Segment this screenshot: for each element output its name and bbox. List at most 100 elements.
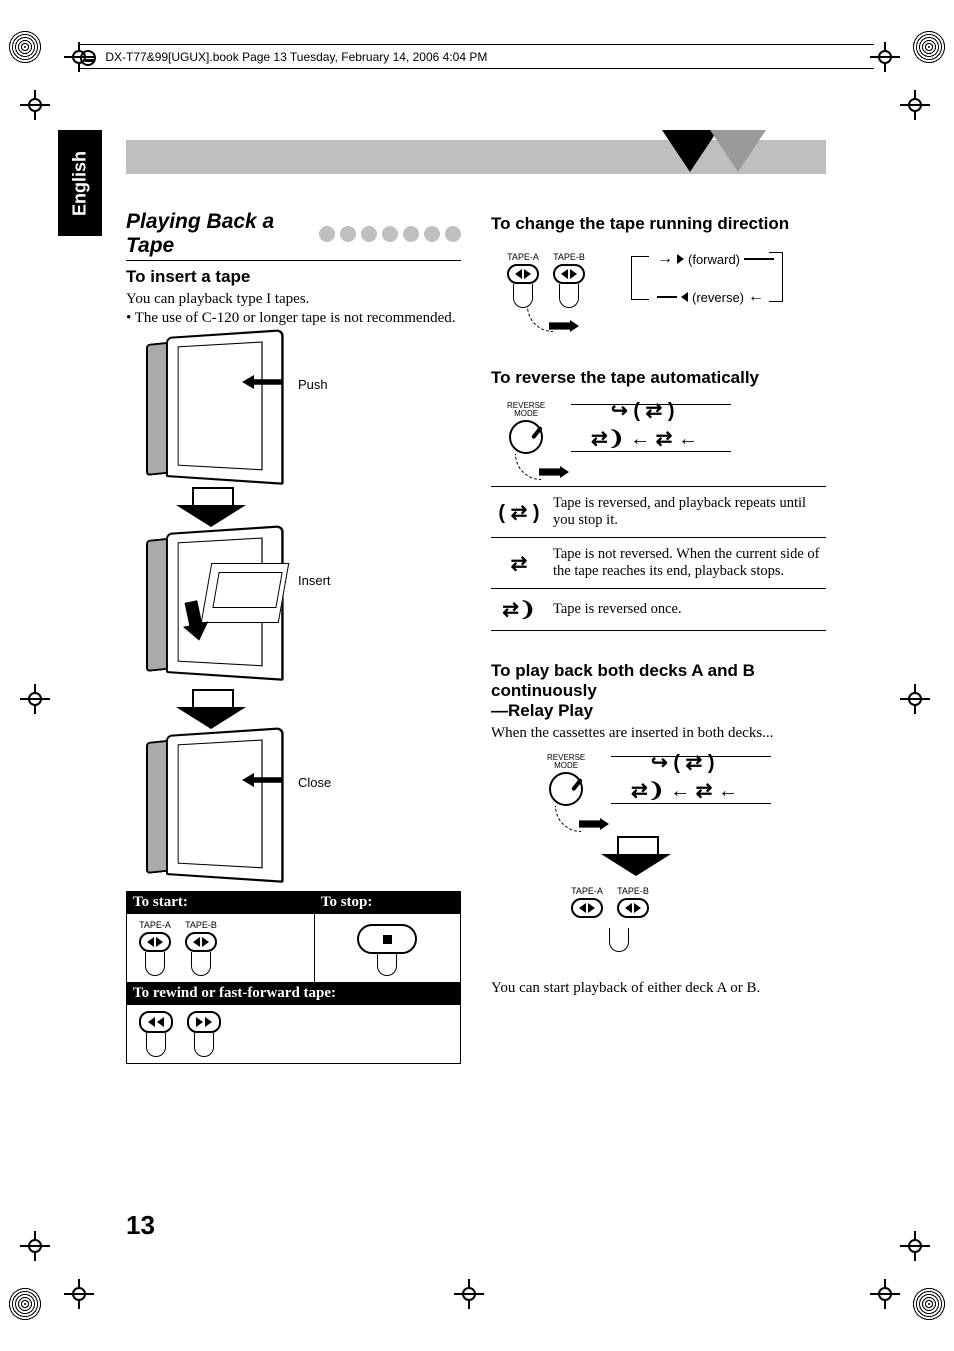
reg-mark	[906, 1237, 924, 1255]
ff-button[interactable]	[187, 1011, 221, 1057]
play-icon	[139, 932, 171, 952]
table-row: ⇄❩ Tape is reversed once.	[491, 589, 826, 631]
sub-relay-heading-l2: —Relay Play	[491, 701, 826, 721]
insert-body: You can playback type I tapes.	[126, 291, 461, 308]
hdr-stop: To stop:	[314, 892, 460, 914]
single-symbol-cell: ⇄	[491, 538, 547, 589]
loop-symbol: ↪ ( ⇄ )	[611, 398, 675, 423]
push-label: Push	[298, 377, 328, 392]
finger-icon	[146, 1033, 166, 1057]
crop-corner-tr	[912, 30, 946, 64]
rewind-button[interactable]	[139, 1011, 173, 1057]
rev-row-desc: Tape is reversed once.	[547, 589, 826, 631]
once-symbol: ⇄❩ ← ⇄ ←	[631, 778, 738, 803]
reg-mark	[26, 690, 44, 708]
sub-insert-heading: To insert a tape	[126, 267, 461, 287]
play-icon	[553, 264, 585, 284]
relay-body: When the cassettes are inserted in both …	[491, 725, 826, 742]
relay-diagram: REVERSE MODE ↪ ( ⇄ ) ⇄❩ ← ⇄ ← TAPE-A TAP…	[491, 750, 826, 970]
insert-diagram: Push Insert Close	[126, 337, 461, 877]
forward-label: (forward)	[688, 252, 740, 267]
play-icon	[507, 264, 539, 284]
crop-corner-br	[912, 1287, 946, 1321]
finger-icon	[194, 1033, 214, 1057]
once-symbol: ⇄❩ ← ⇄ ←	[591, 426, 698, 451]
finger-icon	[513, 284, 533, 308]
tape-a-button[interactable]: TAPE-A	[507, 252, 539, 308]
rev-row-desc: Tape is reversed, and playback repeats u…	[547, 487, 826, 538]
crop-corner-tl	[8, 30, 42, 64]
stop-icon	[383, 935, 392, 944]
reverse-mode-diagram: REVERSE MODE ↪ ( ⇄ ) ⇄❩ ← ⇄ ←	[491, 398, 826, 478]
rewind-icon	[139, 1011, 173, 1033]
reverse-label: (reverse)	[692, 290, 744, 305]
tape-a-label: TAPE-A	[571, 886, 603, 896]
insert-label: Insert	[298, 573, 331, 588]
down-arrow	[176, 689, 246, 729]
language-tab: English	[58, 130, 102, 236]
loop-symbol: ↪ ( ⇄ )	[651, 750, 715, 775]
reverse-mode-knob[interactable]	[549, 772, 583, 806]
tape-b-button[interactable]: TAPE-B	[553, 252, 585, 308]
table-row: ( ⇄ ) Tape is reversed, and playback rep…	[491, 487, 826, 538]
hdr-rewind: To rewind or fast-forward tape:	[127, 983, 461, 1005]
play-icon	[571, 898, 603, 918]
reverse-arrow: (reverse) ←	[657, 288, 764, 306]
tape-a-button[interactable]: TAPE-A	[139, 920, 171, 976]
finger-icon	[377, 952, 397, 976]
direction-diagram: TAPE-A TAPE-B → (forward) (revers	[491, 244, 826, 328]
top-banner	[126, 140, 826, 174]
insert-bullet: • The use of C-120 or longer tape is not…	[126, 310, 461, 327]
close-label: Close	[298, 775, 331, 790]
ff-icon	[187, 1011, 221, 1033]
tape-b-label: TAPE-B	[185, 920, 217, 930]
tape-a-label: TAPE-A	[139, 920, 171, 930]
left-column: Playing Back a Tape To insert a tape You…	[126, 210, 461, 1064]
loop-symbol-cell: ( ⇄ )	[491, 487, 547, 538]
play-icon	[185, 932, 217, 952]
tape-unit-push	[146, 337, 296, 487]
finger-icon	[609, 928, 629, 952]
reg-mark	[906, 96, 924, 114]
hdr-start: To start:	[127, 892, 315, 914]
finger-icon	[559, 284, 579, 308]
tape-unit-insert	[146, 533, 296, 683]
tape-b-button[interactable]: TAPE-B	[617, 886, 649, 918]
rewind-buttons	[139, 1011, 452, 1057]
reverse-mode-label: REVERSE MODE	[507, 402, 545, 418]
stop-button[interactable]	[357, 924, 417, 954]
finger-icon	[191, 952, 211, 976]
tape-b-label: TAPE-B	[617, 886, 649, 896]
reg-mark	[906, 690, 924, 708]
reverse-mode-table: ( ⇄ ) Tape is reversed, and playback rep…	[491, 486, 826, 631]
down-arrow	[601, 836, 671, 876]
tape-b-label: TAPE-B	[553, 252, 585, 262]
right-column: To change the tape running direction TAP…	[491, 210, 826, 1064]
sub-dir-heading: To change the tape running direction	[491, 214, 826, 234]
control-table: To start: To stop: TAPE-A TAPE-B	[126, 891, 461, 1064]
header-text: DX-T77&99[UGUX].book Page 13 Tuesday, Fe…	[105, 50, 487, 64]
down-arrow	[176, 487, 246, 527]
table-row: ⇄ Tape is not reversed. When the current…	[491, 538, 826, 589]
heading-rule	[126, 260, 461, 261]
rev-row-desc: Tape is not reversed. When the current s…	[547, 538, 826, 589]
forward-arrow: → (forward)	[657, 250, 774, 268]
crop-corner-bl	[8, 1287, 42, 1321]
finger-icon	[145, 952, 165, 976]
sub-relay-heading-l1: To play back both decks A and B continuo…	[491, 661, 826, 701]
tape-a-button[interactable]: TAPE-A	[571, 886, 603, 918]
tape-b-button[interactable]: TAPE-B	[185, 920, 217, 976]
reverse-mode-knob[interactable]	[509, 420, 543, 454]
tape-a-label: TAPE-A	[507, 252, 539, 262]
relay-foot: You can start playback of either deck A …	[491, 980, 826, 997]
start-buttons: TAPE-A TAPE-B	[139, 920, 306, 976]
once-symbol-cell: ⇄❩	[491, 589, 547, 631]
page-number: 13	[126, 1210, 155, 1241]
main-heading-text: Playing Back a Tape	[126, 210, 305, 258]
print-header: DX-T77&99[UGUX].book Page 13 Tuesday, Fe…	[80, 50, 874, 66]
reverse-mode-label: REVERSE MODE	[547, 754, 585, 770]
play-icon	[617, 898, 649, 918]
banner-triangle-grey	[710, 130, 766, 172]
sub-rev-heading: To reverse the tape automatically	[491, 368, 826, 388]
reg-mark	[26, 1237, 44, 1255]
